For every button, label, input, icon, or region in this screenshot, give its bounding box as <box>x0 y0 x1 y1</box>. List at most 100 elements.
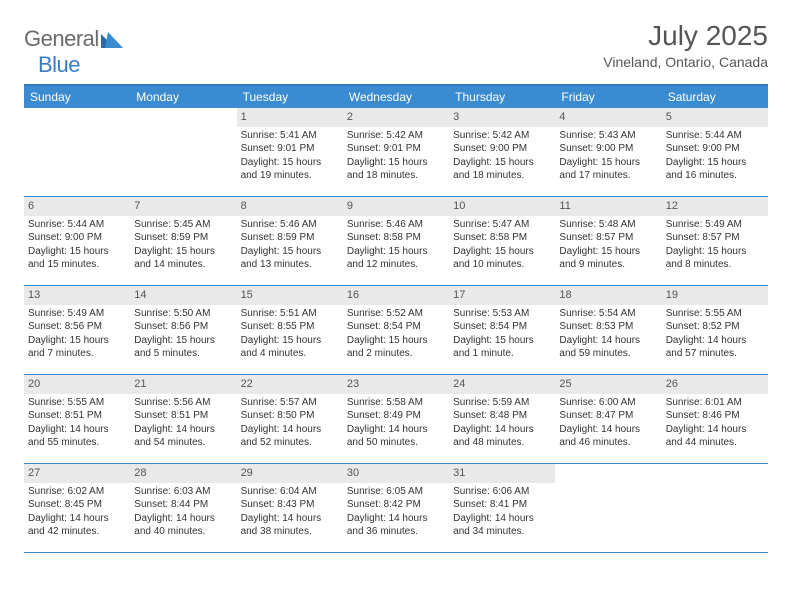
sunset-text: Sunset: 9:00 PM <box>28 231 126 245</box>
sunrise-text: Sunrise: 5:54 AM <box>559 307 657 321</box>
daylight-text: and 57 minutes. <box>666 347 764 361</box>
day-number: 28 <box>130 464 236 483</box>
weekday-header: Tuesday <box>237 86 343 108</box>
weeks-container: 1Sunrise: 5:41 AMSunset: 9:01 PMDaylight… <box>24 108 768 553</box>
day-cell: 18 Sunrise: 5:54 AMSunset: 8:53 PMDayligh… <box>555 286 661 374</box>
day-number: 23 <box>343 375 449 394</box>
day-cell: 28Sunrise: 6:03 AMSunset: 8:44 PMDayligh… <box>130 464 236 552</box>
daylight-text: and 9 minutes. <box>559 258 657 272</box>
daylight-text: and 59 minutes. <box>559 347 657 361</box>
sunset-text: Sunset: 8:51 PM <box>28 409 126 423</box>
day-cell: 25Sunrise: 6:00 AMSunset: 8:47 PMDayligh… <box>555 375 661 463</box>
day-cell: 27Sunrise: 6:02 AMSunset: 8:45 PMDayligh… <box>24 464 130 552</box>
daylight-text: Daylight: 15 hours <box>241 245 339 259</box>
day-number: 13 <box>24 286 130 305</box>
day-number: 2 <box>343 108 449 127</box>
day-number: 27 <box>24 464 130 483</box>
sunrise-text: Sunrise: 5:49 AM <box>28 307 126 321</box>
daylight-text: and 38 minutes. <box>241 525 339 539</box>
day-number: 12 <box>662 197 768 216</box>
empty-cell <box>555 464 661 552</box>
daylight-text: Daylight: 14 hours <box>241 512 339 526</box>
day-number: 7 <box>130 197 236 216</box>
daylight-text: and 34 minutes. <box>453 525 551 539</box>
calendar: Sunday Monday Tuesday Wednesday Thursday… <box>24 84 768 553</box>
daylight-text: and 42 minutes. <box>28 525 126 539</box>
day-cell: 26Sunrise: 6:01 AMSunset: 8:46 PMDayligh… <box>662 375 768 463</box>
weekday-header: Wednesday <box>343 86 449 108</box>
logo-triangle-icon <box>101 30 123 48</box>
daylight-text: and 7 minutes. <box>28 347 126 361</box>
day-number: 18 <box>555 286 661 305</box>
day-cell: 5Sunrise: 5:44 AMSunset: 9:00 PMDaylight… <box>662 108 768 196</box>
daylight-text: and 14 minutes. <box>134 258 232 272</box>
weekday-header: Saturday <box>662 86 768 108</box>
sunset-text: Sunset: 8:48 PM <box>453 409 551 423</box>
sunrise-text: Sunrise: 5:56 AM <box>134 396 232 410</box>
daylight-text: and 5 minutes. <box>134 347 232 361</box>
sunrise-text: Sunrise: 5:46 AM <box>241 218 339 232</box>
sunrise-text: Sunrise: 5:57 AM <box>241 396 339 410</box>
day-number: 24 <box>449 375 555 394</box>
weekday-header: Thursday <box>449 86 555 108</box>
title-block: July 2025 Vineland, Ontario, Canada <box>603 20 768 70</box>
day-cell: 17Sunrise: 5:53 AMSunset: 8:54 PMDayligh… <box>449 286 555 374</box>
daylight-text: and 40 minutes. <box>134 525 232 539</box>
daylight-text: and 50 minutes. <box>347 436 445 450</box>
sunrise-text: Sunrise: 5:55 AM <box>666 307 764 321</box>
daylight-text: and 18 minutes. <box>453 169 551 183</box>
daylight-text: and 46 minutes. <box>559 436 657 450</box>
daylight-text: and 2 minutes. <box>347 347 445 361</box>
daylight-text: and 10 minutes. <box>453 258 551 272</box>
sunset-text: Sunset: 9:01 PM <box>347 142 445 156</box>
sunrise-text: Sunrise: 5:42 AM <box>453 129 551 143</box>
daylight-text: Daylight: 14 hours <box>134 423 232 437</box>
sunrise-text: Sunrise: 5:49 AM <box>666 218 764 232</box>
sunset-text: Sunset: 8:53 PM <box>559 320 657 334</box>
daylight-text: and 19 minutes. <box>241 169 339 183</box>
daylight-text: Daylight: 14 hours <box>347 423 445 437</box>
sunrise-text: Sunrise: 6:06 AM <box>453 485 551 499</box>
day-number: 4 <box>555 108 661 127</box>
daylight-text: Daylight: 15 hours <box>453 245 551 259</box>
day-number: 20 <box>24 375 130 394</box>
day-cell: 21Sunrise: 5:56 AMSunset: 8:51 PMDayligh… <box>130 375 236 463</box>
sunset-text: Sunset: 8:47 PM <box>559 409 657 423</box>
sunrise-text: Sunrise: 5:43 AM <box>559 129 657 143</box>
sunset-text: Sunset: 8:46 PM <box>666 409 764 423</box>
daylight-text: Daylight: 15 hours <box>453 156 551 170</box>
daylight-text: Daylight: 14 hours <box>559 334 657 348</box>
daylight-text: and 13 minutes. <box>241 258 339 272</box>
day-number: 8 <box>237 197 343 216</box>
sunrise-text: Sunrise: 5:50 AM <box>134 307 232 321</box>
sunrise-text: Sunrise: 5:58 AM <box>347 396 445 410</box>
day-cell: 3Sunrise: 5:42 AMSunset: 9:00 PMDaylight… <box>449 108 555 196</box>
sunset-text: Sunset: 8:55 PM <box>241 320 339 334</box>
day-cell: 31Sunrise: 6:06 AMSunset: 8:41 PMDayligh… <box>449 464 555 552</box>
daylight-text: Daylight: 15 hours <box>666 156 764 170</box>
day-number: 10 <box>449 197 555 216</box>
sunset-text: Sunset: 8:44 PM <box>134 498 232 512</box>
sunset-text: Sunset: 8:45 PM <box>28 498 126 512</box>
day-number: 17 <box>449 286 555 305</box>
weekday-header: Sunday <box>24 86 130 108</box>
sunrise-text: Sunrise: 5:59 AM <box>453 396 551 410</box>
daylight-text: and 36 minutes. <box>347 525 445 539</box>
daylight-text: and 48 minutes. <box>453 436 551 450</box>
day-cell: 7Sunrise: 5:45 AMSunset: 8:59 PMDaylight… <box>130 197 236 285</box>
daylight-text: and 4 minutes. <box>241 347 339 361</box>
weekday-header: Friday <box>555 86 661 108</box>
daylight-text: Daylight: 14 hours <box>28 512 126 526</box>
day-number: 3 <box>449 108 555 127</box>
daylight-text: Daylight: 14 hours <box>134 512 232 526</box>
sunset-text: Sunset: 8:58 PM <box>347 231 445 245</box>
month-title: July 2025 <box>603 20 768 52</box>
daylight-text: and 52 minutes. <box>241 436 339 450</box>
day-cell: 2Sunrise: 5:42 AMSunset: 9:01 PMDaylight… <box>343 108 449 196</box>
day-cell: 4Sunrise: 5:43 AMSunset: 9:00 PMDaylight… <box>555 108 661 196</box>
sunset-text: Sunset: 8:51 PM <box>134 409 232 423</box>
sunrise-text: Sunrise: 6:01 AM <box>666 396 764 410</box>
day-cell: 11Sunrise: 5:48 AMSunset: 8:57 PMDayligh… <box>555 197 661 285</box>
day-number: 30 <box>343 464 449 483</box>
daylight-text: Daylight: 14 hours <box>241 423 339 437</box>
